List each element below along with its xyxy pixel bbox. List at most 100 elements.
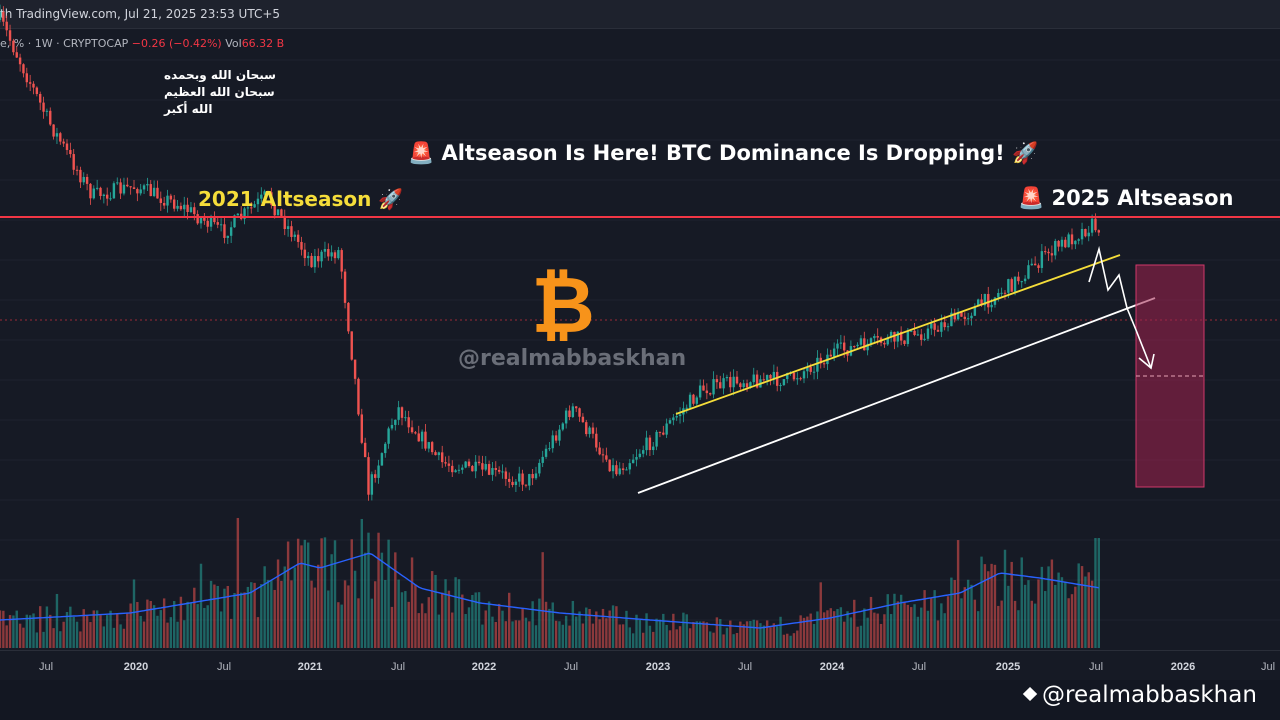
volume-bar (28, 615, 32, 648)
volume-bar (993, 564, 997, 648)
price-change: −0.26 (−0.42%) (131, 37, 222, 50)
candle-body (136, 189, 139, 194)
candle-body (293, 234, 296, 237)
watermark-bottom-text: @realmabbaskhan (1042, 682, 1257, 708)
volume-bar (615, 606, 618, 648)
candle-body (715, 379, 719, 383)
candle-body (464, 461, 467, 468)
volume-bar (256, 617, 260, 648)
volume-bar (129, 603, 132, 648)
volume-bar (869, 596, 873, 648)
candle-body (638, 453, 642, 458)
candle-body (270, 192, 273, 205)
candle-body (829, 354, 832, 357)
candle-body (407, 417, 410, 428)
volume-bar (162, 598, 166, 648)
candle-body (709, 393, 712, 395)
candle-body (1033, 263, 1037, 266)
volume-bar (367, 532, 370, 648)
candle-body (213, 217, 216, 223)
candle-body (802, 371, 806, 379)
volume-bar (320, 538, 323, 648)
volume-bar (739, 621, 742, 648)
volume-bar (447, 590, 451, 648)
candle-body (1094, 218, 1097, 231)
volume-bar (52, 628, 55, 648)
candle-body (441, 452, 444, 463)
candle-body (253, 204, 256, 208)
volume-bar (82, 609, 85, 648)
candle-body (347, 302, 350, 332)
volume-bar (260, 584, 263, 648)
projection-zigzag (1088, 245, 1152, 369)
candle-body (179, 205, 183, 210)
candle-body (18, 57, 22, 65)
symbol-legend[interactable]: e, % · 1W · CRYPTOCAP −0.26 (−0.42%) Vol… (0, 37, 284, 50)
candle-body (836, 343, 839, 349)
candle-body (806, 366, 809, 372)
candle-body (233, 215, 236, 228)
volume-bar (286, 541, 290, 648)
time-axis[interactable]: Jul 2020 Jul 2021 Jul 2022 Jul 2023 Jul … (0, 650, 1280, 681)
candle-body (752, 374, 755, 383)
candle-body (1047, 251, 1050, 254)
candle-body (665, 423, 668, 435)
x-tick: 2024 (819, 661, 845, 673)
candle-body (1070, 234, 1074, 245)
volume-bar (139, 615, 142, 648)
volume-bar (779, 616, 782, 648)
candle-body (32, 83, 35, 88)
volume-bar (786, 633, 789, 648)
candle-body (65, 143, 69, 150)
volume-bar (832, 611, 836, 648)
volume-bar (266, 579, 270, 648)
candle-body (739, 383, 742, 388)
candle-body (973, 306, 977, 316)
candle-body (1000, 292, 1003, 294)
volume-bar (323, 537, 327, 648)
volume-bar (397, 579, 400, 648)
candle-body (45, 110, 49, 112)
x-tick: 2022 (471, 661, 497, 673)
volume-bar (585, 607, 588, 648)
volume-bar (638, 620, 642, 648)
candle-body (159, 198, 162, 204)
candle-body (196, 214, 199, 224)
volume-bar (441, 592, 444, 648)
volume-bar (903, 601, 906, 648)
candle-body (983, 294, 987, 306)
candle-body (102, 194, 106, 197)
volume-bar (240, 592, 243, 648)
candle-body (655, 431, 658, 447)
volume-bar (762, 625, 765, 648)
candle-body (544, 448, 548, 457)
candle-body (397, 407, 400, 420)
volume-bar (826, 610, 829, 648)
volume-bar (514, 620, 518, 648)
candle-body (1044, 251, 1047, 253)
volume-bar (451, 612, 454, 648)
x-tick: Jul (1088, 661, 1104, 673)
volume-bar (347, 585, 350, 648)
volume-bar (179, 596, 183, 648)
volume-bar (370, 598, 374, 648)
candle-body (149, 184, 152, 197)
candle-body (1013, 276, 1017, 292)
volume-label: Vol (225, 37, 242, 50)
candle-body (672, 417, 675, 421)
volume-bar (665, 625, 668, 648)
candle-body (960, 312, 963, 317)
candle-body (106, 194, 109, 199)
candle-body (595, 433, 598, 448)
candle-body (276, 209, 280, 216)
candle-body (742, 383, 745, 388)
volume-bar (504, 621, 508, 648)
volume-bar (698, 621, 702, 648)
volume-bar (42, 631, 45, 648)
volume-bar (417, 613, 420, 648)
volume-bar (437, 614, 441, 648)
candle-body (933, 323, 936, 330)
candle-body (15, 52, 18, 58)
volume-bar (1020, 557, 1023, 648)
